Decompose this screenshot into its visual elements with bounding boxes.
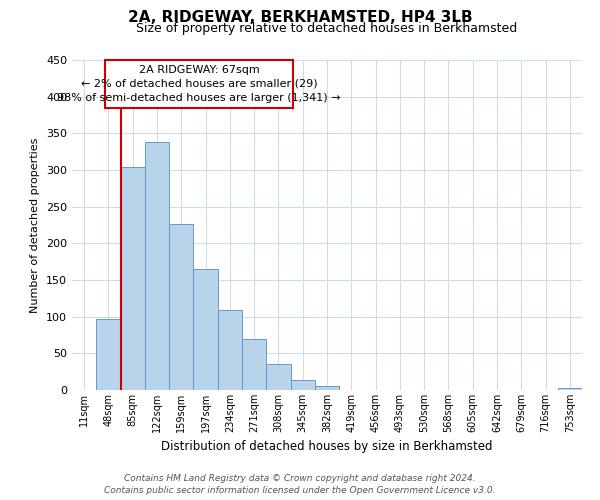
Bar — [266, 364, 290, 390]
Bar — [218, 310, 242, 390]
Text: 2A, RIDGEWAY, BERKHAMSTED, HP4 3LB: 2A, RIDGEWAY, BERKHAMSTED, HP4 3LB — [128, 10, 472, 25]
FancyBboxPatch shape — [105, 60, 293, 108]
Bar — [145, 142, 169, 390]
Text: 2A RIDGEWAY: 67sqm
← 2% of detached houses are smaller (29)
98% of semi-detached: 2A RIDGEWAY: 67sqm ← 2% of detached hous… — [57, 65, 341, 103]
X-axis label: Distribution of detached houses by size in Berkhamsted: Distribution of detached houses by size … — [161, 440, 493, 454]
Bar — [558, 388, 582, 390]
Bar — [290, 380, 315, 390]
Bar — [193, 269, 218, 390]
Bar — [315, 386, 339, 390]
Bar — [96, 319, 121, 390]
Y-axis label: Number of detached properties: Number of detached properties — [31, 138, 40, 312]
Title: Size of property relative to detached houses in Berkhamsted: Size of property relative to detached ho… — [136, 22, 518, 35]
Text: Contains HM Land Registry data © Crown copyright and database right 2024.
Contai: Contains HM Land Registry data © Crown c… — [104, 474, 496, 495]
Bar — [121, 167, 145, 390]
Bar — [242, 340, 266, 390]
Bar — [169, 224, 193, 390]
